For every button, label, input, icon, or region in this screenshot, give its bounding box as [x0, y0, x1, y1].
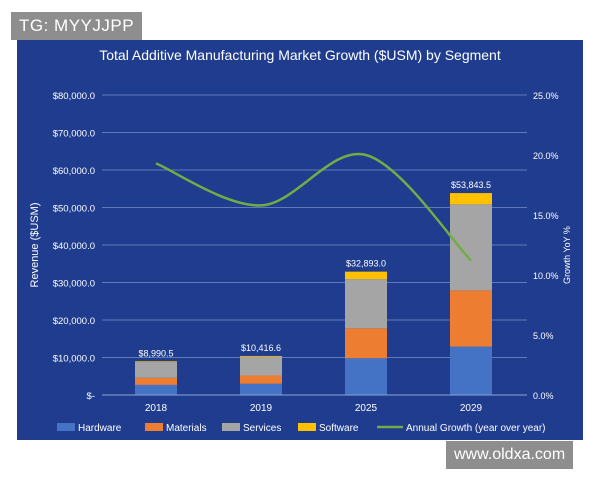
bar-materials-2025 — [345, 328, 387, 359]
total-label: $53,843.5 — [451, 180, 491, 190]
legend-materials: Materials — [145, 423, 207, 434]
y-tick-label: $- — [87, 391, 95, 402]
legend-materials-swatch — [145, 423, 163, 431]
legend-software-label: Software — [319, 423, 359, 434]
legend-software: Software — [298, 423, 359, 434]
legend-hardware: Hardware — [57, 423, 122, 434]
legend-hardware-label: Hardware — [78, 423, 122, 434]
bar-software-2029 — [450, 193, 492, 205]
y2-tick-label: 10.0% — [533, 271, 559, 281]
bar-software-2018 — [135, 361, 177, 363]
y-tick-label: $30,000.0 — [53, 279, 95, 290]
legend-services-swatch — [222, 423, 240, 431]
legend: Hardware Materials Services Software Annual … — [57, 423, 546, 434]
bars — [135, 193, 492, 395]
legend-software-swatch — [298, 423, 316, 431]
bar-services-2019 — [240, 356, 282, 376]
x-tick-label: 2018 — [145, 403, 168, 414]
y-axis-label: Revenue ($USM) — [29, 203, 41, 288]
bar-materials-2018 — [135, 377, 177, 385]
chart-title: Total Additive Manufacturing Market Grow… — [99, 47, 501, 63]
watermark-top-left: TG: MYYJJPP — [11, 12, 143, 40]
growth-line-layer — [155, 152, 472, 262]
legend-services: Services — [222, 423, 281, 434]
bar-services-2025 — [345, 279, 387, 329]
watermark-bottom-right: www.oldxa.com — [446, 441, 574, 469]
total-labels: $8,990.5 $10,416.6 $32,893.0 $53,843.5 — [138, 180, 491, 358]
bar-hardware-2018 — [135, 384, 177, 395]
y2-tick-label: 25.0% — [533, 91, 559, 101]
legend-hardware-swatch — [57, 423, 75, 431]
bar-materials-2029 — [450, 290, 492, 347]
y2-tick-label: 0.0% — [533, 391, 554, 401]
y-tick-label: $80,000.0 — [53, 91, 95, 102]
x-tick-label: 2025 — [355, 403, 378, 414]
growth-line — [155, 152, 472, 262]
legend-growth-label: Annual Growth (year over year) — [406, 423, 546, 434]
y-axis: $- $10,000.0 $20,000.0 $30,000.0 $40,000.0 $5… — [53, 91, 95, 402]
y2-tick-label: 5.0% — [533, 331, 554, 341]
y-tick-label: $20,000.0 — [53, 316, 95, 327]
bar-materials-2019 — [240, 375, 282, 384]
y-tick-label: $60,000.0 — [53, 166, 95, 177]
bar-hardware-2029 — [450, 346, 492, 395]
chart: Total Additive Manufacturing Market Grow… — [29, 47, 572, 434]
y2-tick-label: 15.0% — [533, 211, 559, 221]
y-tick-label: $70,000.0 — [53, 129, 95, 140]
bar-hardware-2019 — [240, 383, 282, 395]
total-label: $8,990.5 — [138, 348, 173, 358]
total-label: $32,893.0 — [346, 259, 386, 269]
y2-axis-label: Growth YoY % — [562, 226, 572, 284]
y-tick-label: $40,000.0 — [53, 241, 95, 252]
legend-growth: Annual Growth (year over year) — [377, 423, 546, 434]
bar-hardware-2025 — [345, 358, 387, 395]
y2-axis: 0.0% 5.0% 10.0% 15.0% 20.0% 25.0% — [533, 91, 559, 401]
bar-software-2019 — [240, 355, 282, 357]
bar-services-2018 — [135, 362, 177, 378]
y-tick-label: $10,000.0 — [53, 354, 95, 365]
bar-services-2029 — [450, 204, 492, 291]
total-label: $10,416.6 — [241, 343, 281, 353]
legend-services-label: Services — [243, 423, 281, 434]
x-tick-label: 2029 — [460, 403, 483, 414]
y-tick-label: $50,000.0 — [53, 204, 95, 215]
legend-materials-label: Materials — [166, 423, 207, 434]
bar-software-2025 — [345, 271, 387, 280]
x-tick-label: 2019 — [250, 403, 273, 414]
x-axis: 2018 2019 2025 2029 — [102, 394, 527, 414]
y2-tick-label: 20.0% — [533, 151, 559, 161]
